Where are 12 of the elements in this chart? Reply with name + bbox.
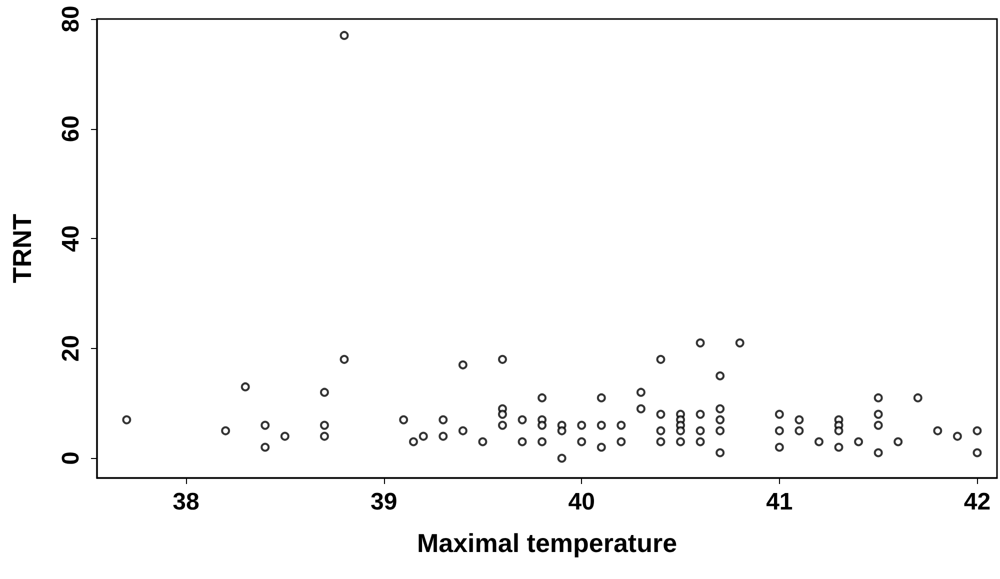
y-tick-label: 40 [58, 225, 84, 252]
y-tick-label: 20 [58, 335, 84, 362]
x-tick-label: 38 [172, 488, 200, 516]
y-tick-label: 0 [58, 452, 84, 465]
x-tick-label: 39 [370, 488, 398, 516]
y-axis-title: TRNT [7, 214, 37, 284]
y-tick-label: 60 [58, 115, 84, 142]
x-tick-label: 41 [766, 488, 793, 516]
x-tick-label: 42 [964, 488, 991, 516]
x-tick-label: 40 [568, 488, 595, 516]
x-axis-title: Maximal temperature [416, 528, 678, 558]
y-tick-label: 80 [58, 6, 84, 32]
